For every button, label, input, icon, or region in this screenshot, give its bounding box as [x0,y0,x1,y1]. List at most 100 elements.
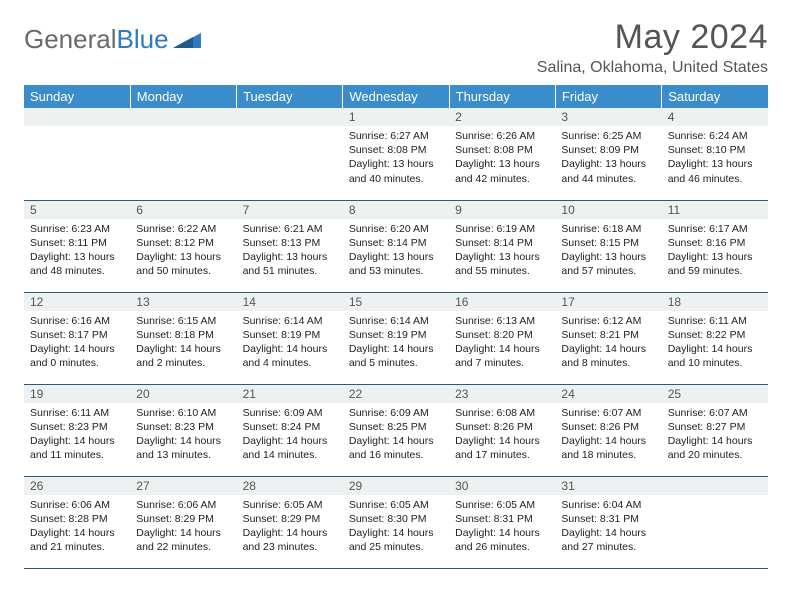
day-details: Sunrise: 6:15 AMSunset: 8:18 PMDaylight:… [130,311,236,375]
header: GeneralBlue May 2024 Salina, Oklahoma, U… [24,18,768,77]
day-details: Sunrise: 6:06 AMSunset: 8:28 PMDaylight:… [24,495,130,559]
day-details: Sunrise: 6:11 AMSunset: 8:23 PMDaylight:… [24,403,130,467]
day-number: 25 [662,385,768,403]
logo: GeneralBlue [24,18,201,55]
calendar-day-cell: 25Sunrise: 6:07 AMSunset: 8:27 PMDayligh… [662,384,768,476]
calendar-day-cell [237,108,343,200]
calendar-day-cell: 21Sunrise: 6:09 AMSunset: 8:24 PMDayligh… [237,384,343,476]
weekday-header: Saturday [662,85,768,108]
calendar-day-cell: 10Sunrise: 6:18 AMSunset: 8:15 PMDayligh… [555,200,661,292]
logo-triangle-icon [173,31,201,49]
calendar-day-cell: 13Sunrise: 6:15 AMSunset: 8:18 PMDayligh… [130,292,236,384]
day-number: 29 [343,477,449,495]
day-details: Sunrise: 6:23 AMSunset: 8:11 PMDaylight:… [24,219,130,283]
day-details: Sunrise: 6:07 AMSunset: 8:26 PMDaylight:… [555,403,661,467]
calendar-day-cell: 17Sunrise: 6:12 AMSunset: 8:21 PMDayligh… [555,292,661,384]
calendar-day-cell: 6Sunrise: 6:22 AMSunset: 8:12 PMDaylight… [130,200,236,292]
weekday-header: Thursday [449,85,555,108]
calendar-day-cell: 4Sunrise: 6:24 AMSunset: 8:10 PMDaylight… [662,108,768,200]
day-details: Sunrise: 6:05 AMSunset: 8:31 PMDaylight:… [449,495,555,559]
day-details: Sunrise: 6:24 AMSunset: 8:10 PMDaylight:… [662,126,768,190]
day-details: Sunrise: 6:05 AMSunset: 8:30 PMDaylight:… [343,495,449,559]
day-number: 23 [449,385,555,403]
weekday-header: Sunday [24,85,130,108]
day-number: 9 [449,201,555,219]
calendar-day-cell: 24Sunrise: 6:07 AMSunset: 8:26 PMDayligh… [555,384,661,476]
day-details: Sunrise: 6:25 AMSunset: 8:09 PMDaylight:… [555,126,661,190]
location-text: Salina, Oklahoma, United States [537,59,768,77]
calendar-day-cell: 9Sunrise: 6:19 AMSunset: 8:14 PMDaylight… [449,200,555,292]
day-details: Sunrise: 6:11 AMSunset: 8:22 PMDaylight:… [662,311,768,375]
day-details: Sunrise: 6:21 AMSunset: 8:13 PMDaylight:… [237,219,343,283]
calendar-day-cell: 12Sunrise: 6:16 AMSunset: 8:17 PMDayligh… [24,292,130,384]
calendar-day-cell: 16Sunrise: 6:13 AMSunset: 8:20 PMDayligh… [449,292,555,384]
day-number: 28 [237,477,343,495]
day-details: Sunrise: 6:19 AMSunset: 8:14 PMDaylight:… [449,219,555,283]
weekday-header: Wednesday [343,85,449,108]
day-details: Sunrise: 6:17 AMSunset: 8:16 PMDaylight:… [662,219,768,283]
calendar-day-cell: 1Sunrise: 6:27 AMSunset: 8:08 PMDaylight… [343,108,449,200]
title-block: May 2024 Salina, Oklahoma, United States [537,18,768,77]
logo-text-blue: Blue [117,24,169,55]
calendar-day-cell: 31Sunrise: 6:04 AMSunset: 8:31 PMDayligh… [555,476,661,568]
day-number: 27 [130,477,236,495]
day-details: Sunrise: 6:26 AMSunset: 8:08 PMDaylight:… [449,126,555,190]
day-details: Sunrise: 6:18 AMSunset: 8:15 PMDaylight:… [555,219,661,283]
day-details: Sunrise: 6:14 AMSunset: 8:19 PMDaylight:… [237,311,343,375]
calendar-day-cell: 29Sunrise: 6:05 AMSunset: 8:30 PMDayligh… [343,476,449,568]
calendar-day-cell: 8Sunrise: 6:20 AMSunset: 8:14 PMDaylight… [343,200,449,292]
calendar-week-row: 12Sunrise: 6:16 AMSunset: 8:17 PMDayligh… [24,292,768,384]
weekday-header: Friday [555,85,661,108]
calendar-day-cell: 3Sunrise: 6:25 AMSunset: 8:09 PMDaylight… [555,108,661,200]
day-number: 11 [662,201,768,219]
calendar-body: 1Sunrise: 6:27 AMSunset: 8:08 PMDaylight… [24,108,768,568]
day-number: 5 [24,201,130,219]
day-number: 17 [555,293,661,311]
calendar-day-cell: 14Sunrise: 6:14 AMSunset: 8:19 PMDayligh… [237,292,343,384]
day-number-bar [662,477,768,495]
day-number: 14 [237,293,343,311]
calendar-day-cell: 28Sunrise: 6:05 AMSunset: 8:29 PMDayligh… [237,476,343,568]
calendar-day-cell: 18Sunrise: 6:11 AMSunset: 8:22 PMDayligh… [662,292,768,384]
day-number: 3 [555,108,661,126]
day-number: 16 [449,293,555,311]
calendar-day-cell [24,108,130,200]
calendar-week-row: 1Sunrise: 6:27 AMSunset: 8:08 PMDaylight… [24,108,768,200]
day-details: Sunrise: 6:16 AMSunset: 8:17 PMDaylight:… [24,311,130,375]
day-number: 4 [662,108,768,126]
day-number-bar [237,108,343,126]
calendar-day-cell: 22Sunrise: 6:09 AMSunset: 8:25 PMDayligh… [343,384,449,476]
day-details: Sunrise: 6:05 AMSunset: 8:29 PMDaylight:… [237,495,343,559]
calendar-day-cell: 11Sunrise: 6:17 AMSunset: 8:16 PMDayligh… [662,200,768,292]
day-number: 12 [24,293,130,311]
day-number: 26 [24,477,130,495]
weekday-header: Monday [130,85,236,108]
day-number: 10 [555,201,661,219]
page-title: May 2024 [537,18,768,57]
day-details: Sunrise: 6:10 AMSunset: 8:23 PMDaylight:… [130,403,236,467]
calendar-day-cell [130,108,236,200]
calendar-day-cell: 30Sunrise: 6:05 AMSunset: 8:31 PMDayligh… [449,476,555,568]
day-number: 31 [555,477,661,495]
day-number-bar [130,108,236,126]
day-details: Sunrise: 6:12 AMSunset: 8:21 PMDaylight:… [555,311,661,375]
calendar-day-cell: 27Sunrise: 6:06 AMSunset: 8:29 PMDayligh… [130,476,236,568]
calendar-day-cell [662,476,768,568]
day-details: Sunrise: 6:20 AMSunset: 8:14 PMDaylight:… [343,219,449,283]
day-number: 18 [662,293,768,311]
day-details: Sunrise: 6:13 AMSunset: 8:20 PMDaylight:… [449,311,555,375]
day-details: Sunrise: 6:06 AMSunset: 8:29 PMDaylight:… [130,495,236,559]
day-number: 2 [449,108,555,126]
day-number: 20 [130,385,236,403]
day-number: 13 [130,293,236,311]
calendar-day-cell: 15Sunrise: 6:14 AMSunset: 8:19 PMDayligh… [343,292,449,384]
calendar-day-cell: 7Sunrise: 6:21 AMSunset: 8:13 PMDaylight… [237,200,343,292]
calendar-day-cell: 19Sunrise: 6:11 AMSunset: 8:23 PMDayligh… [24,384,130,476]
calendar-week-row: 26Sunrise: 6:06 AMSunset: 8:28 PMDayligh… [24,476,768,568]
day-details: Sunrise: 6:08 AMSunset: 8:26 PMDaylight:… [449,403,555,467]
day-number: 8 [343,201,449,219]
day-details: Sunrise: 6:27 AMSunset: 8:08 PMDaylight:… [343,126,449,190]
weekday-header: Tuesday [237,85,343,108]
day-details: Sunrise: 6:04 AMSunset: 8:31 PMDaylight:… [555,495,661,559]
day-details: Sunrise: 6:07 AMSunset: 8:27 PMDaylight:… [662,403,768,467]
